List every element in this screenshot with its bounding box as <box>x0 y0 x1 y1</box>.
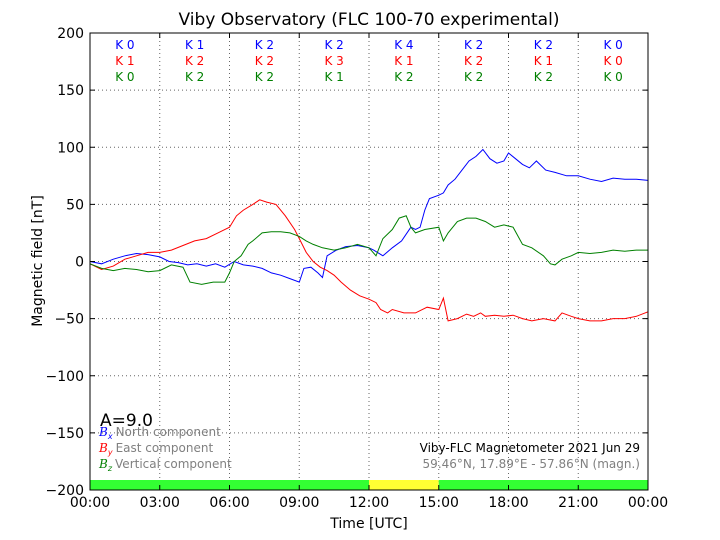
legend-subscript: z <box>107 464 113 473</box>
k-index-label: K 2 <box>185 54 204 68</box>
k-index-label: K 0 <box>115 70 134 84</box>
legend-symbol: B <box>98 425 108 439</box>
legend-symbol: B <box>98 441 108 455</box>
k-index-label: K 1 <box>115 54 134 68</box>
k-index-label: K 1 <box>534 54 553 68</box>
a-index: A=9.0 <box>100 411 153 431</box>
k-index-label: K 2 <box>534 70 553 84</box>
k-index-label: K 2 <box>464 38 483 52</box>
legend-label: Vertical component <box>115 457 232 471</box>
x-tick-label: 00:00 <box>70 495 110 511</box>
y-tick-label: 0 <box>75 255 84 271</box>
legend-label: East component <box>116 441 214 455</box>
status-segment <box>369 480 439 490</box>
k-index-label: K 2 <box>255 70 274 84</box>
k-index-label: K 2 <box>255 54 274 68</box>
series-line-z <box>89 215 648 285</box>
x-tick-label: 06:00 <box>209 495 249 511</box>
series-line-x <box>89 148 649 283</box>
legend-symbol: B <box>98 457 108 471</box>
y-tick-label: 200 <box>57 26 84 42</box>
info-title: Viby-FLC Magnetometer 2021 Jun 29 <box>420 441 640 455</box>
k-index-label: K 0 <box>603 70 622 84</box>
legend-subscript: y <box>107 448 113 457</box>
y-tick-label: −150 <box>46 426 84 442</box>
legend-entry: Bx North component <box>98 425 221 441</box>
y-tick-label: 150 <box>57 83 84 99</box>
k-index-label: K 2 <box>464 70 483 84</box>
k-index-label: K 1 <box>394 54 413 68</box>
k-index-label: K 0 <box>603 54 622 68</box>
x-tick-label: 03:00 <box>140 495 180 511</box>
legend-subscript: x <box>107 432 113 441</box>
info-coords: 59.46°N, 17.89°E - 57.86°N (magn.) <box>423 457 640 471</box>
grid-lines <box>90 33 648 490</box>
k-index-label: K 2 <box>534 38 553 52</box>
k-index-label: K 3 <box>324 54 343 68</box>
x-tick-label: 09:00 <box>279 495 319 511</box>
y-tick-label: −50 <box>54 312 84 328</box>
k-index-label: K 4 <box>394 38 413 52</box>
status-segment <box>438 480 648 490</box>
x-tick-label: 00:00 <box>628 495 668 511</box>
y-axis-label: Magnetic field [nT] <box>30 195 46 327</box>
k-index-table: K 0 K 1 K 2 K 2 K 4 K 2 K 2 K 0 K 1 K 2 K 2 K 3 K 1 K… <box>115 38 623 84</box>
legend-label: North component <box>116 425 222 439</box>
chart-title: Viby Observatory (FLC 100-70 experimenta… <box>179 10 560 30</box>
y-tick-label: −200 <box>46 483 84 499</box>
k-index-label: K 2 <box>394 70 413 84</box>
k-index-label: K 2 <box>464 54 483 68</box>
x-tick-label: 21:00 <box>558 495 598 511</box>
y-tick-label: 100 <box>57 140 84 156</box>
axis-ticks: 00:00 03:00 06:00 09:00 12:00 15:00 18:00 21:00… <box>46 26 669 511</box>
y-tick-label: 50 <box>66 197 84 213</box>
legend-entry: Bz Vertical component <box>98 457 232 473</box>
k-index-label: K 0 <box>603 38 622 52</box>
series-line-y <box>89 199 649 322</box>
k-index-label: K 2 <box>324 38 343 52</box>
x-tick-label: 12:00 <box>349 495 389 511</box>
x-axis-label: Time [UTC] <box>329 516 407 532</box>
k-index-label: K 1 <box>185 38 204 52</box>
k-index-label: K 1 <box>324 70 343 84</box>
legend-entry: By East component <box>98 441 213 457</box>
y-tick-label: −100 <box>46 369 84 385</box>
k-index-label: K 0 <box>115 38 134 52</box>
x-tick-label: 18:00 <box>488 495 528 511</box>
x-tick-label: 15:00 <box>419 495 459 511</box>
k-index-label: K 2 <box>255 38 274 52</box>
data-series <box>89 148 649 322</box>
k-index-label: K 2 <box>185 70 204 84</box>
